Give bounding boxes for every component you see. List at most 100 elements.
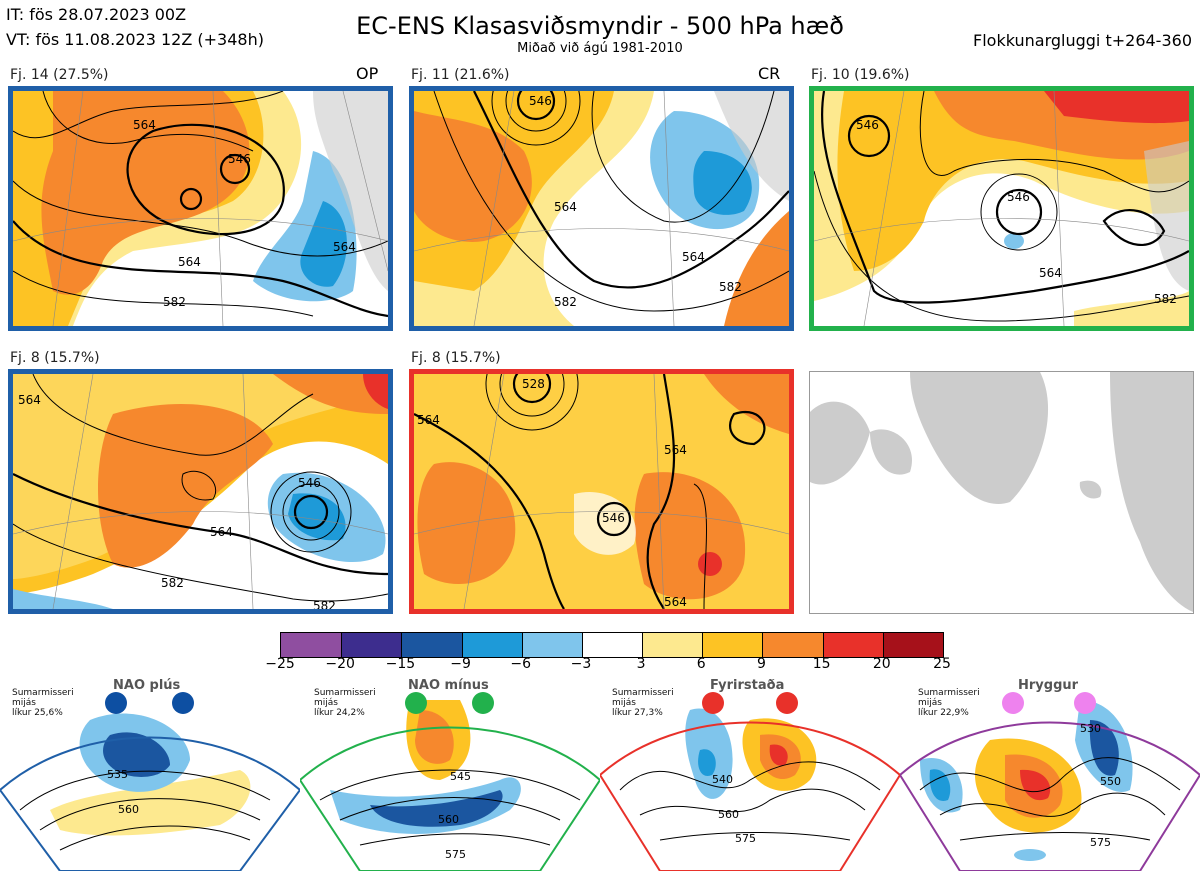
height-contour xyxy=(13,523,388,602)
colorbar xyxy=(280,632,944,658)
regime-3-svg: 540 560 575 xyxy=(598,708,902,872)
graticule xyxy=(242,374,254,609)
graticule xyxy=(13,218,388,242)
contour-label: 546 xyxy=(856,118,879,132)
regime-2-freq: mijás xyxy=(314,698,338,708)
graticule xyxy=(52,91,84,326)
contour-label: 546 xyxy=(529,94,552,108)
contour-label: 546 xyxy=(602,511,625,525)
colorbar-segment xyxy=(882,633,943,657)
anomaly-fill xyxy=(300,201,347,287)
contour-label: 535 xyxy=(107,768,128,781)
landmass xyxy=(910,372,1049,504)
graticule xyxy=(414,511,789,535)
regime-panel-4: 530 550 575 Hryggur Sumarmisseri mijás l… xyxy=(898,678,1200,872)
anomaly-fill xyxy=(698,749,716,776)
colorbar-segment xyxy=(702,633,763,657)
cluster-map-1: 546 564 564 582 564 xyxy=(8,86,393,331)
regime-4-freq: mijás xyxy=(918,698,942,708)
height-contour xyxy=(596,501,632,537)
blank-map-svg xyxy=(810,372,1193,612)
landmass xyxy=(1110,372,1193,612)
contour-label: 564 xyxy=(554,200,577,214)
height-contour xyxy=(485,374,579,431)
height-contour xyxy=(939,792,1166,817)
regime-3-freq: mijás xyxy=(612,698,636,708)
contour-label: 546 xyxy=(228,152,251,166)
regime-4-dot-right xyxy=(1074,692,1096,714)
anomaly-fill xyxy=(1020,769,1051,801)
contour-label: 575 xyxy=(1090,836,1111,849)
landmass xyxy=(313,91,388,291)
contour-label: 582 xyxy=(161,576,184,590)
graticule xyxy=(212,91,224,326)
graticule xyxy=(653,374,665,609)
colorbar-ticks: −25 −20 −15 −9 −6 −3 3 6 9 15 20 25 xyxy=(265,656,951,676)
regime-2-meta: Sumarmisseri mijás líkur 24,2% xyxy=(314,688,376,718)
panel-label-2: Fj. 11 (21.6%) xyxy=(411,67,510,83)
height-contour xyxy=(126,123,285,236)
contour-label: 528 xyxy=(522,377,545,391)
contour-label: 564 xyxy=(1039,266,1062,280)
cluster-map-5-svg: 564 528 564 546 564 xyxy=(414,374,789,609)
contour-label: 545 xyxy=(450,770,471,783)
classification-window: Flokkunargluggi t+264-360 xyxy=(973,31,1192,50)
height-contour xyxy=(32,374,314,456)
colorbar-tick-label: 25 xyxy=(933,656,951,672)
anomaly-fill xyxy=(704,374,789,434)
contour-label: 582 xyxy=(163,295,186,309)
regime-3-prob: líkur 27,3% xyxy=(612,708,663,718)
height-contour xyxy=(473,91,789,289)
height-contour xyxy=(814,170,1189,322)
cluster-map-3-svg: 546 546 564 582 xyxy=(814,91,1189,326)
contour-label: 582 xyxy=(554,295,577,309)
height-contour xyxy=(13,91,284,139)
regime-4-dot-left xyxy=(1002,692,1024,714)
contour-label: 546 xyxy=(1007,190,1030,204)
colorbar-segment xyxy=(521,633,582,657)
regime-4-meta: Sumarmisseri mijás líkur 22,9% xyxy=(918,688,980,718)
height-contour xyxy=(499,374,565,417)
height-contour xyxy=(13,473,388,576)
colorbar-tick-label: 15 xyxy=(812,656,831,672)
height-contour xyxy=(42,91,254,152)
height-contour xyxy=(959,832,1151,841)
regime-3-name: Fyrirstaða xyxy=(710,678,785,693)
contour-label: 564 xyxy=(18,393,41,407)
height-contour xyxy=(433,91,789,312)
landmass xyxy=(714,91,789,201)
contour-label: 530 xyxy=(1080,722,1101,735)
regime-1-freq: mijás xyxy=(12,698,36,708)
colorbar-segment xyxy=(762,633,823,657)
height-contour xyxy=(729,411,766,446)
anomaly-fill xyxy=(273,374,388,414)
anomaly-fill xyxy=(103,732,170,777)
panel-tag-2: CR xyxy=(758,64,781,83)
cluster-map-3: 546 546 564 582 xyxy=(809,86,1194,331)
anomaly-fill xyxy=(41,91,250,295)
regime-sector-outline xyxy=(298,726,602,872)
height-contour xyxy=(319,769,581,801)
regime-3-dot-left xyxy=(702,692,724,714)
blank-map xyxy=(809,371,1194,614)
height-contour xyxy=(181,470,217,501)
height-contour xyxy=(13,180,388,257)
regime-1-season: Sumarmisseri xyxy=(12,688,74,698)
regime-1-dot-right xyxy=(172,692,194,714)
graticule xyxy=(13,511,388,535)
height-contour xyxy=(179,187,203,211)
anomaly-fill xyxy=(370,790,503,827)
regime-4-season: Sumarmisseri xyxy=(918,688,980,698)
regime-sector-outline xyxy=(0,736,302,872)
regime-2-season: Sumarmisseri xyxy=(314,688,376,698)
regime-panel-2: 545 560 575 NAO mínus Sumarmisseri mijás… xyxy=(298,678,602,872)
cluster-map-1-svg: 546 564 564 582 564 xyxy=(13,91,388,326)
cluster-map-4: 546 564 582 582 564 xyxy=(8,369,393,614)
height-contour xyxy=(516,91,556,121)
height-contour xyxy=(619,761,881,791)
colorbar-segment xyxy=(642,633,703,657)
regime-2-prob: líkur 24,2% xyxy=(314,708,365,718)
contour-label: 564 xyxy=(178,255,201,269)
colorbar-segment xyxy=(581,633,643,657)
height-contour xyxy=(919,757,1181,793)
